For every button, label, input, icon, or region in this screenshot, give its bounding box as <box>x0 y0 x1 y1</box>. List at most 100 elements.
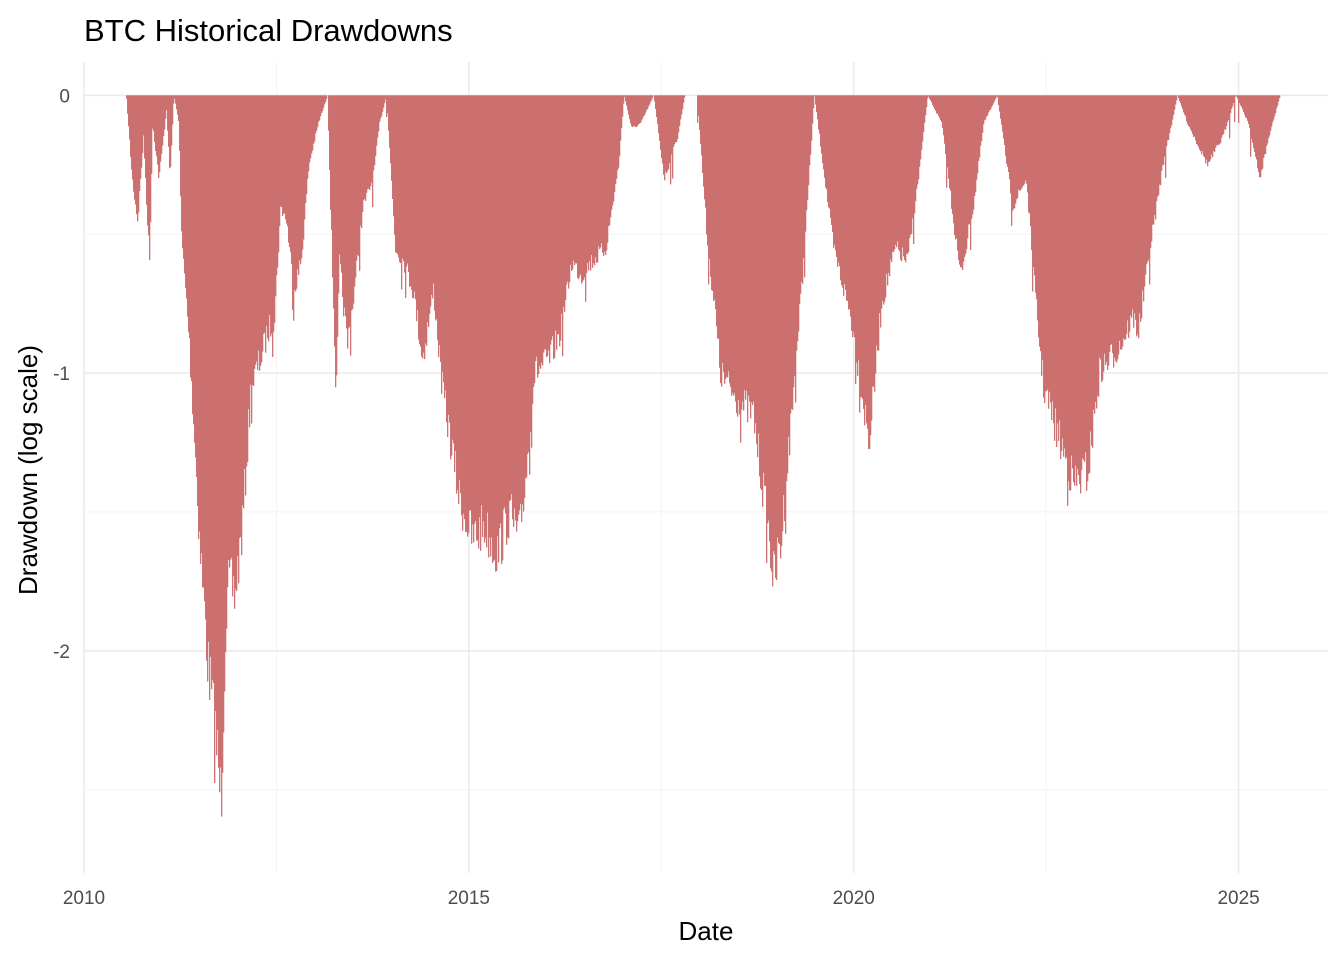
drawdown-bar <box>732 95 734 393</box>
drawdown-bar <box>554 95 556 358</box>
drawdown-bar <box>704 95 706 200</box>
drawdown-bar <box>318 95 320 122</box>
drawdown-bar <box>1046 95 1048 392</box>
drawdown-bar <box>856 95 858 363</box>
drawdown-bar <box>484 95 486 543</box>
drawdown-bar <box>437 95 439 340</box>
drawdown-bar <box>957 95 959 251</box>
drawdown-bar <box>934 95 936 109</box>
drawdown-bar <box>366 95 368 193</box>
drawdown-bar <box>1050 95 1052 403</box>
drawdown-bar <box>595 95 597 258</box>
drawdown-bar <box>1119 95 1121 341</box>
drawdown-bar <box>944 95 946 144</box>
drawdown-bar <box>1137 95 1139 335</box>
drawdown-bar <box>323 95 325 108</box>
drawdown-bar <box>1145 95 1147 275</box>
drawdown-bar <box>760 95 762 489</box>
drawdown-bar <box>493 95 495 562</box>
drawdown-bar <box>460 95 462 494</box>
drawdown-bar <box>477 95 479 541</box>
drawdown-bar <box>324 95 326 105</box>
drawdown-bar <box>954 95 956 236</box>
drawdown-bar <box>1224 95 1226 130</box>
drawdown-bar <box>362 95 364 213</box>
drawdown-bar <box>1045 95 1047 392</box>
drawdown-bar <box>681 95 683 115</box>
drawdown-bar <box>180 95 182 197</box>
drawdown-bar <box>906 95 908 254</box>
drawdown-bar <box>262 95 264 352</box>
drawdown-bar <box>224 95 226 692</box>
drawdown-bar <box>882 95 884 302</box>
drawdown-bar <box>1094 95 1096 414</box>
drawdown-bar <box>234 95 236 609</box>
drawdown-bar <box>1087 95 1089 482</box>
drawdown-bar <box>870 95 872 436</box>
drawdown-bar <box>640 95 642 123</box>
drawdown-bar <box>452 95 454 440</box>
drawdown-bar <box>448 95 450 415</box>
drawdown-bar <box>658 95 660 134</box>
drawdown-bar <box>834 95 836 245</box>
drawdown-bar <box>337 95 339 337</box>
drawdown-bar <box>602 95 604 253</box>
drawdown-bar <box>272 95 274 358</box>
drawdown-bar <box>186 95 188 299</box>
drawdown-bar <box>997 95 999 98</box>
drawdown-bar <box>1206 95 1208 160</box>
drawdown-bar <box>244 95 246 469</box>
drawdown-bar <box>359 95 361 271</box>
drawdown-bar <box>351 95 353 311</box>
drawdown-bar <box>1276 95 1278 109</box>
drawdown-bar <box>133 95 135 192</box>
drawdown-bar <box>596 95 598 263</box>
drawdown-bar <box>707 95 709 246</box>
drawdown-bar <box>1101 95 1103 383</box>
drawdown-bar <box>884 95 886 302</box>
drawdown-bar <box>1090 95 1092 432</box>
drawdown-bar <box>649 95 651 105</box>
drawdown-bar <box>897 95 899 242</box>
drawdown-bar <box>457 95 459 490</box>
drawdown-bar <box>945 95 947 155</box>
drawdown-bar <box>563 95 565 307</box>
drawdown-bar <box>370 95 372 187</box>
drawdown-bar <box>941 95 943 123</box>
drawdown-bar <box>661 95 663 159</box>
drawdown-bar <box>1257 95 1259 169</box>
drawdown-bar <box>805 95 807 232</box>
drawdown-bar <box>374 95 376 166</box>
drawdown-bar <box>975 95 977 193</box>
drawdown-bar <box>166 95 168 110</box>
drawdown-bar <box>200 95 202 564</box>
drawdown-bar <box>785 95 787 534</box>
drawdown-bar <box>851 95 853 331</box>
drawdown-bar <box>818 95 820 130</box>
drawdown-bar <box>800 95 802 294</box>
drawdown-bar <box>1001 95 1003 125</box>
drawdown-bar <box>625 95 627 102</box>
drawdown-bar <box>516 95 518 532</box>
drawdown-bar <box>591 95 593 256</box>
x-axis-ticks: 2010 2015 2020 2025 <box>63 888 1260 909</box>
drawdown-bar <box>289 95 291 248</box>
drawdown-bar <box>637 95 639 126</box>
drawdown-bar <box>232 95 234 597</box>
drawdown-bar <box>505 95 507 514</box>
drawdown-bar <box>648 95 650 107</box>
drawdown-bar <box>458 95 460 504</box>
drawdown-bar <box>836 95 838 258</box>
drawdown-bar <box>971 95 973 219</box>
drawdown-bar <box>1131 95 1133 318</box>
drawdown-bar <box>534 95 536 383</box>
drawdown-bar <box>352 95 354 310</box>
drawdown-bar <box>635 95 637 127</box>
drawdown-bar <box>991 95 993 108</box>
drawdown-bar <box>1083 95 1085 460</box>
drawdown-bar <box>416 95 418 322</box>
drawdown-bar <box>894 95 896 250</box>
drawdown-bar <box>214 95 216 783</box>
drawdown-bar <box>982 95 984 133</box>
drawdown-bar <box>1005 95 1007 156</box>
